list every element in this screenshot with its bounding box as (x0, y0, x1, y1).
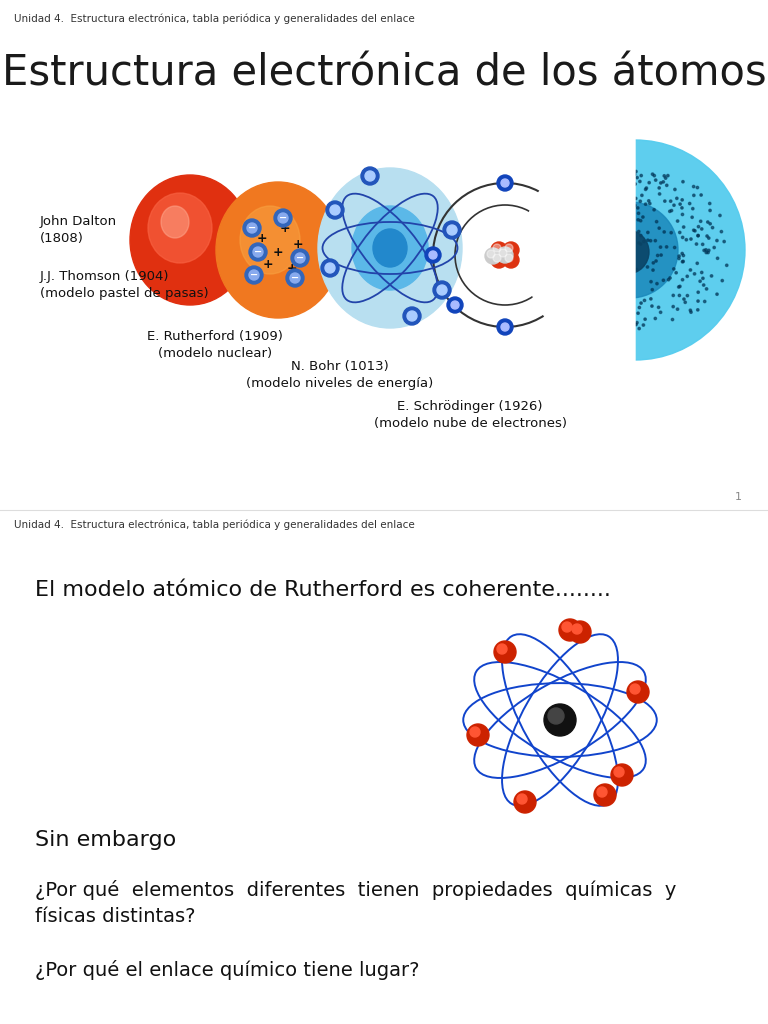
Circle shape (561, 288, 564, 290)
Circle shape (697, 291, 700, 294)
Circle shape (555, 296, 558, 298)
Circle shape (567, 260, 569, 262)
Circle shape (693, 229, 695, 231)
Circle shape (494, 641, 516, 663)
Circle shape (584, 279, 586, 282)
Circle shape (670, 231, 672, 233)
Circle shape (253, 247, 263, 257)
Circle shape (487, 250, 495, 258)
Circle shape (631, 181, 634, 184)
Circle shape (667, 279, 670, 281)
Circle shape (249, 270, 259, 280)
Circle shape (622, 214, 624, 217)
Circle shape (660, 311, 662, 313)
Circle shape (594, 784, 616, 806)
Ellipse shape (130, 175, 250, 305)
Circle shape (637, 218, 640, 221)
Circle shape (560, 281, 562, 283)
Circle shape (655, 220, 658, 223)
Circle shape (697, 308, 699, 311)
Circle shape (602, 297, 605, 299)
Circle shape (554, 282, 557, 285)
Circle shape (574, 302, 577, 305)
Circle shape (607, 213, 609, 215)
Circle shape (645, 186, 647, 189)
Circle shape (330, 205, 340, 215)
Text: N. Bohr (1013)
(modelo niveles de energía): N. Bohr (1013) (modelo niveles de energí… (247, 360, 434, 390)
Text: +: + (273, 247, 283, 259)
Circle shape (568, 296, 571, 298)
Circle shape (665, 246, 668, 248)
Circle shape (707, 221, 709, 223)
Circle shape (485, 248, 501, 264)
Circle shape (594, 187, 596, 189)
Circle shape (559, 286, 561, 288)
Text: +: + (280, 221, 290, 234)
Circle shape (514, 791, 536, 813)
Circle shape (681, 260, 684, 263)
Circle shape (713, 247, 715, 249)
Circle shape (703, 249, 705, 252)
Circle shape (682, 180, 684, 183)
Circle shape (717, 257, 719, 259)
Circle shape (636, 322, 638, 324)
Circle shape (719, 214, 721, 217)
Circle shape (647, 200, 650, 202)
Circle shape (599, 295, 601, 297)
Circle shape (716, 293, 718, 295)
Circle shape (517, 794, 527, 804)
Circle shape (679, 285, 681, 288)
Circle shape (576, 198, 579, 201)
Text: E. Rutherford (1909)
(modelo nuclear): E. Rutherford (1909) (modelo nuclear) (147, 330, 283, 360)
Circle shape (652, 269, 654, 271)
Circle shape (572, 231, 574, 234)
Circle shape (582, 317, 585, 319)
Circle shape (686, 275, 688, 278)
Text: El modelo atómico de Rutherford es coherente........: El modelo atómico de Rutherford es coher… (35, 580, 611, 600)
Circle shape (669, 210, 671, 213)
Circle shape (403, 307, 421, 325)
Circle shape (663, 230, 665, 233)
Circle shape (558, 208, 561, 210)
Circle shape (579, 250, 581, 252)
Circle shape (652, 262, 654, 264)
Circle shape (437, 285, 447, 295)
Circle shape (567, 244, 569, 247)
Circle shape (594, 267, 597, 269)
Circle shape (672, 305, 674, 308)
Circle shape (640, 243, 642, 246)
Circle shape (648, 181, 650, 184)
Circle shape (702, 278, 704, 280)
Circle shape (660, 254, 662, 256)
Circle shape (637, 230, 640, 232)
Circle shape (597, 245, 599, 248)
Circle shape (600, 195, 603, 198)
Circle shape (581, 210, 583, 213)
Circle shape (585, 258, 588, 260)
Circle shape (650, 305, 653, 307)
Text: −: − (291, 273, 299, 283)
Circle shape (491, 242, 507, 258)
Circle shape (700, 194, 702, 197)
Circle shape (697, 225, 700, 228)
Circle shape (583, 181, 585, 183)
Circle shape (249, 243, 267, 261)
Text: ¿Por qué  elementos  diferentes  tienen  propiedades  químicas  y
físicas distin: ¿Por qué elementos diferentes tienen pro… (35, 880, 677, 927)
Circle shape (575, 201, 578, 204)
Ellipse shape (352, 206, 428, 290)
Circle shape (641, 195, 643, 197)
Circle shape (607, 292, 611, 294)
Circle shape (611, 764, 633, 786)
Circle shape (554, 216, 556, 218)
Circle shape (596, 194, 598, 196)
Text: Estructura electrónica de los átomos: Estructura electrónica de los átomos (2, 52, 766, 94)
Circle shape (693, 195, 695, 197)
Circle shape (247, 223, 257, 233)
Circle shape (664, 200, 666, 203)
Circle shape (569, 247, 585, 263)
Circle shape (622, 191, 624, 194)
Circle shape (615, 221, 618, 223)
Circle shape (681, 213, 684, 216)
Circle shape (598, 251, 601, 253)
Circle shape (603, 253, 605, 256)
